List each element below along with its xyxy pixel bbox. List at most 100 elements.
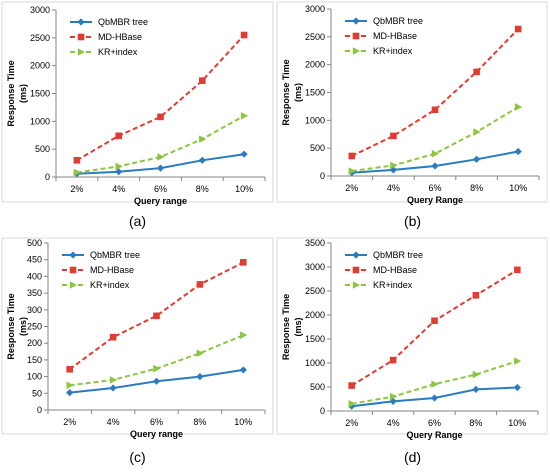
- data-point-md-hbase: [73, 157, 81, 164]
- legend-label-kr-index: KR+index: [90, 280, 130, 290]
- data-point-md-hbase: [431, 317, 438, 325]
- data-point-kr-index: [115, 162, 123, 171]
- series-kr-index: [348, 357, 522, 408]
- y-tick-label: 150: [27, 355, 42, 365]
- data-point-kr-index: [431, 380, 439, 388]
- legend-label-kr-index: KR+index: [373, 46, 413, 56]
- data-point-md-hbase: [115, 132, 122, 140]
- y-axis-title-line: (ms): [293, 83, 303, 102]
- y-tick-label: 350: [27, 288, 42, 298]
- y-axis-title: Response Time (ms): [6, 60, 28, 126]
- data-point-kr-index: [199, 135, 207, 143]
- data-point-md-hbase: [431, 106, 439, 114]
- y-tick-label: 2500: [305, 32, 325, 42]
- legend-label-kr-index: KR+index: [98, 47, 138, 57]
- legend-marker-qbmbr-tree: [352, 17, 360, 25]
- legend-label-qbmbr-tree: QbMBR tree: [90, 250, 140, 260]
- legend: QbMBR tree MD-HBase KR+index: [345, 250, 423, 290]
- data-point-kr-index: [514, 357, 522, 365]
- y-axis-title-line: (ms): [18, 84, 28, 103]
- y-tick-label: 200: [27, 338, 42, 348]
- x-tick-label: 8%: [196, 184, 209, 194]
- data-point-qbmbr-tree: [115, 168, 123, 176]
- chart-panel-3: 0 50 100 150 200 250 300 350 400 450 500 2% 4% 6% 8% 10…: [1, 237, 274, 465]
- x-tick-label: 10%: [235, 184, 253, 194]
- x-tick-label: 6%: [154, 184, 167, 194]
- y-tick-label: 3000: [305, 262, 325, 272]
- y-tick-label: 100: [27, 372, 42, 382]
- chart-frame: [276, 237, 548, 435]
- chart-panel-2: 0 500 1000 1500 2000 2500 3000 2% 4% 6% 8% 10% Query…: [276, 1, 548, 229]
- legend-marker-qbmbr-tree: [69, 251, 77, 259]
- series-md-hbase: [348, 266, 521, 389]
- data-point-md-hbase: [240, 31, 248, 39]
- x-tick-label: 2%: [63, 417, 76, 427]
- legend: QbMBR tree MD-HBase KR+index: [62, 250, 140, 290]
- y-tick-label: 3000: [305, 4, 325, 14]
- legend-label-qbmbr-tree: QbMBR tree: [373, 16, 423, 26]
- chart-caption: (c): [129, 449, 145, 465]
- x-axis-title: Query range: [134, 196, 187, 206]
- y-tick-label: 3500: [305, 238, 325, 248]
- data-point-kr-index: [240, 111, 249, 120]
- data-point-md-hbase: [472, 292, 480, 299]
- series-line-kr-index: [351, 360, 518, 405]
- y-tick-label: 250: [27, 322, 42, 332]
- x-tick-label: 10%: [509, 183, 527, 193]
- data-point-md-hbase: [390, 132, 397, 140]
- y-tick-label: 500: [27, 238, 42, 248]
- y-axis-title-line: Response Time: [281, 294, 291, 360]
- legend-marker-kr-index: [352, 281, 360, 289]
- data-point-qbmbr-tree: [514, 147, 522, 156]
- data-point-kr-index: [431, 149, 439, 158]
- data-point-kr-index: [348, 400, 356, 408]
- y-axis-title-line: (ms): [18, 317, 28, 336]
- x-tick-label: 4%: [107, 417, 120, 427]
- y-axis-title-line: (ms): [293, 317, 303, 336]
- x-tick-label: 6%: [428, 418, 441, 428]
- data-point-kr-index: [66, 381, 74, 390]
- y-tick-label: 2500: [30, 33, 50, 43]
- y-tick-label: 450: [27, 255, 42, 265]
- legend-marker-md-hbase: [77, 33, 85, 41]
- series-line-md-hbase: [69, 261, 244, 371]
- data-point-kr-index: [390, 161, 398, 170]
- legend-label-md-hbase: MD-HBase: [90, 265, 134, 275]
- y-tick-label: 400: [27, 271, 42, 281]
- y-tick-label: 2000: [305, 310, 325, 320]
- series-line-kr-index: [76, 114, 245, 174]
- x-tick-label: 4%: [387, 418, 400, 428]
- data-point-md-hbase: [109, 333, 117, 341]
- data-point-md-hbase: [196, 281, 204, 288]
- data-point-kr-index: [240, 331, 248, 339]
- data-point-md-hbase: [153, 312, 160, 320]
- series-line-md-hbase: [351, 28, 519, 157]
- y-tick-label: 50: [32, 388, 42, 398]
- series-kr-index: [348, 103, 523, 175]
- data-point-md-hbase: [240, 259, 247, 266]
- x-tick-label: 8%: [469, 418, 482, 428]
- data-point-kr-index: [389, 392, 398, 401]
- x-tick-label: 6%: [428, 183, 441, 193]
- y-tick-label: 1500: [30, 89, 50, 99]
- legend-marker-qbmbr-tree: [352, 251, 360, 259]
- series-md-hbase: [73, 31, 248, 164]
- y-tick-label: 0: [45, 172, 50, 182]
- legend-marker-kr-index: [352, 47, 360, 55]
- data-point-kr-index: [348, 167, 356, 175]
- legend-label-qbmbr-tree: QbMBR tree: [98, 17, 148, 27]
- series-kr-index: [73, 111, 249, 177]
- series-line-md-hbase: [76, 34, 245, 162]
- y-tick-label: 300: [27, 305, 42, 315]
- data-point-md-hbase: [514, 25, 522, 33]
- x-tick-label: 4%: [112, 184, 125, 194]
- chart-panel-1: 0 500 1000 1500 2000 2500 3000 2% 4% 6% 8% 10% Query…: [1, 1, 274, 229]
- y-tick-label: 0: [37, 405, 42, 415]
- data-point-kr-index: [196, 349, 204, 358]
- data-point-qbmbr-tree: [109, 384, 117, 392]
- x-tick-label: 8%: [193, 417, 206, 427]
- data-point-qbmbr-tree: [152, 377, 161, 385]
- y-axis-title: Response Time (ms): [281, 59, 303, 125]
- y-tick-label: 3000: [30, 5, 50, 15]
- y-tick-label: 1000: [305, 358, 325, 368]
